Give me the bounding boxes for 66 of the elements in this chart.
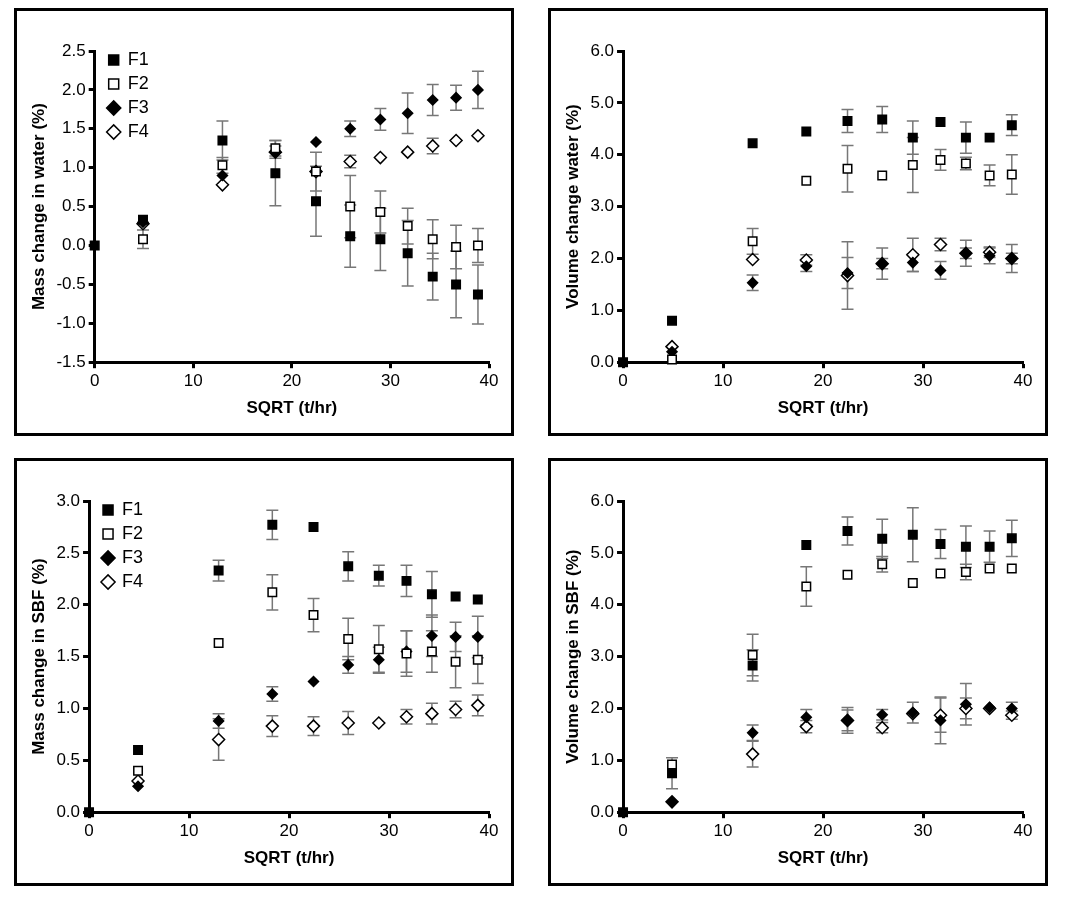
y-tick-label: 1.0 <box>62 157 86 177</box>
y-tick-label: 1.0 <box>590 300 615 320</box>
x-tick-label: 20 <box>813 821 833 841</box>
y-tick-label: 0.5 <box>56 750 81 770</box>
x-tick-label: 0 <box>618 371 628 391</box>
x-tick-label: 0 <box>84 821 94 841</box>
y-tick-label: 0.0 <box>590 351 615 371</box>
x-tick-label: 40 <box>1013 371 1033 391</box>
y-tick-label: 2.5 <box>56 542 81 562</box>
x-tick-label: 30 <box>913 821 933 841</box>
y-tick-label: 6.0 <box>590 490 615 510</box>
x-tick-label: 20 <box>282 371 302 391</box>
y-tick-label: -1.0 <box>56 312 86 332</box>
x-tick-label: 40 <box>1013 821 1033 841</box>
legend-label: F1 <box>127 48 149 69</box>
y-tick-label: 1.0 <box>56 698 81 718</box>
x-tick-label: 10 <box>713 821 733 841</box>
x-tick-label: 40 <box>479 371 499 391</box>
y-tick-label: 3.0 <box>590 646 615 666</box>
legend-label: F1 <box>122 498 144 519</box>
x-tick-label: 0 <box>89 371 100 391</box>
y-tick-label: 4.0 <box>590 594 615 614</box>
x-tick-label: 20 <box>813 371 833 391</box>
legend-label: F4 <box>127 120 149 141</box>
x-tick-label: 10 <box>183 371 203 391</box>
y-tick-label: 2.0 <box>590 698 615 718</box>
y-tick-label: 6.0 <box>590 40 615 60</box>
y-axis-title: Volume change in SBF (%) <box>562 549 582 764</box>
legend-label: F2 <box>122 522 144 543</box>
y-tick-label: 0.0 <box>590 801 615 821</box>
x-tick-label: 30 <box>913 371 933 391</box>
y-tick-label: 1.5 <box>62 118 86 138</box>
y-tick-label: 1.0 <box>590 750 615 770</box>
y-axis-title: Mass change in SBF (%) <box>28 558 48 755</box>
x-tick-label: 10 <box>713 371 733 391</box>
x-tick-label: 30 <box>379 821 399 841</box>
x-tick-label: 30 <box>380 371 400 391</box>
legend-label: F2 <box>127 72 149 93</box>
y-tick-label: 3.0 <box>590 196 615 216</box>
y-tick-label: 1.5 <box>56 646 81 666</box>
legend-label: F3 <box>127 96 149 117</box>
y-tick-label: 4.0 <box>590 144 615 164</box>
y-tick-label: 2.5 <box>62 40 86 60</box>
y-tick-label: 0.5 <box>62 196 86 216</box>
y-axis-title: Volume change water (%) <box>562 104 582 309</box>
y-tick-label: -0.5 <box>56 274 86 294</box>
x-axis-title: SQRT (t/hr) <box>246 398 338 418</box>
x-tick-label: 20 <box>279 821 299 841</box>
y-tick-label: 2.0 <box>56 594 81 614</box>
y-tick-label: -1.5 <box>56 351 86 371</box>
y-tick-label: 0.0 <box>56 801 81 821</box>
x-tick-label: 0 <box>618 821 628 841</box>
y-tick-label: 2.0 <box>590 248 615 268</box>
legend-label: F4 <box>122 570 144 591</box>
x-axis-title: SQRT (t/hr) <box>777 848 869 868</box>
x-axis-title: SQRT (t/hr) <box>777 398 869 418</box>
x-tick-label: 40 <box>479 821 499 841</box>
y-tick-label: 5.0 <box>590 542 615 562</box>
y-tick-label: 2.0 <box>62 79 86 99</box>
x-axis-title: SQRT (t/hr) <box>243 848 335 868</box>
x-tick-label: 10 <box>179 821 199 841</box>
y-axis-title: Mass change in water (%) <box>28 103 48 311</box>
legend-label: F3 <box>122 546 144 567</box>
y-tick-label: 0.0 <box>62 235 86 255</box>
y-tick-label: 3.0 <box>56 490 81 510</box>
y-tick-label: 5.0 <box>590 92 615 112</box>
